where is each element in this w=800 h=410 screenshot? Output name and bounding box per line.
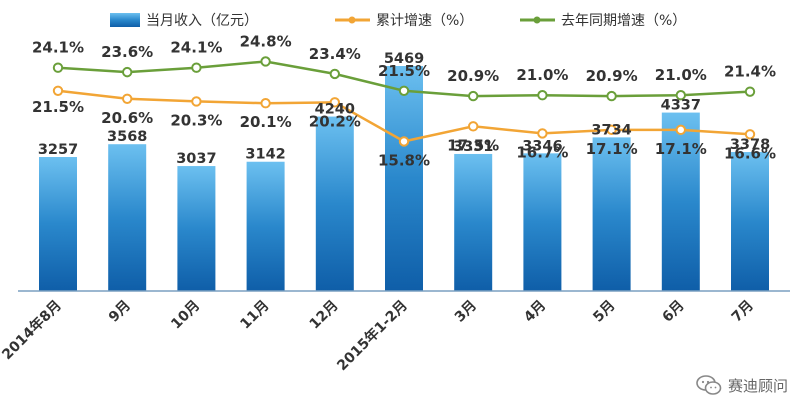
bar-value-label-10: 3378 [730, 137, 770, 153]
bar-value-label-4: 4240 [315, 102, 355, 118]
cumulative-point-2 [191, 96, 202, 107]
last-year-label-6: 20.9% [447, 67, 499, 85]
cumulative-point-9 [675, 124, 686, 136]
legend-cumulative-marker [348, 16, 356, 24]
bar-1 [108, 144, 147, 291]
last-year-point-7 [537, 90, 548, 101]
cumulative-label-4: 20.2% [309, 112, 361, 130]
cumulative-point-7 [537, 128, 548, 139]
last-year-label-8: 20.9% [586, 67, 638, 85]
last-year-label-0: 24.1% [32, 39, 84, 57]
legend: 当月收入（亿元） 累计增速（%） 去年同期增速（%） [110, 13, 686, 29]
wechat-icon [696, 375, 722, 395]
x-tick-label-8: 5月 [590, 298, 618, 326]
last-year-label-10: 21.4% [724, 63, 776, 81]
bar-value-label-6: 3331 [453, 139, 493, 155]
bar-4 [315, 116, 354, 292]
last-year-point-2 [191, 62, 202, 73]
bar-value-label-9: 4337 [661, 98, 701, 114]
last-year-label-3: 24.8% [240, 32, 292, 50]
x-tick-label-7: 4月 [521, 298, 549, 326]
last-year-label-7: 21.0% [516, 66, 568, 84]
legend-bar-swatch [110, 13, 140, 27]
last-year-point-1 [122, 66, 133, 78]
cumulative-point-1 [122, 93, 133, 104]
legend-bar-label: 当月收入（亿元） [146, 13, 258, 29]
bar-value-label-0: 3257 [38, 142, 78, 158]
cumulative-point-6 [468, 121, 479, 132]
x-tick-label-4: 12月 [307, 298, 342, 333]
x-tick-label-2: 10月 [168, 298, 203, 333]
cumulative-label-7: 16.7% [516, 143, 568, 161]
bar-9 [661, 112, 700, 291]
cumulative-label-9: 17.1% [655, 140, 707, 158]
watermark: 赛迪顾问 [696, 374, 788, 396]
cumulative-label-8: 17.1% [586, 140, 638, 158]
x-tick-label-0: 2014年8月 [0, 297, 65, 363]
last-year-point-10 [744, 86, 756, 97]
legend-lastyear-marker [533, 16, 541, 24]
last-year-label-4: 23.4% [309, 45, 361, 63]
last-year-point-3 [260, 56, 271, 67]
cumulative-label-1: 20.6% [101, 109, 153, 127]
cumulative-label-10: 16.6% [724, 144, 776, 162]
last-year-point-8 [606, 90, 617, 102]
x-tick-label-10: 7月 [729, 298, 757, 326]
last-year-point-4 [329, 68, 340, 80]
last-year-point-6 [468, 90, 479, 102]
x-tick-label-6: 3月 [452, 298, 480, 326]
bar-value-label-5: 5469 [384, 51, 424, 67]
cumulative-point-5 [398, 136, 410, 147]
watermark-text: 赛迪顾问 [727, 376, 788, 395]
bar-10 [731, 152, 769, 291]
cumulative-label-0: 21.5% [32, 98, 84, 116]
line-series [52, 56, 756, 147]
data-labels: 24.1% 23.6% 24.1% 24.8% 23.4% 21.5% 20.9% 21.0%… [32, 32, 776, 169]
last-year-label-5: 21.5% [378, 62, 430, 80]
last-year-label-9: 21.0% [655, 66, 707, 84]
x-tick-label-9: 6月 [660, 298, 688, 326]
cumulative-label-6: 17.5% [447, 136, 499, 154]
bar-value-label-7: 3346 [522, 138, 562, 154]
last-year-label-2: 24.1% [170, 39, 222, 57]
bar-3 [246, 161, 285, 291]
last-year-point-9 [675, 90, 686, 101]
bar-2 [177, 166, 216, 291]
cumulative-label-5: 15.8% [378, 151, 430, 169]
bar-0 [39, 157, 77, 291]
cumulative-point-8 [606, 124, 617, 136]
cumulative-label-3: 20.1% [240, 113, 292, 131]
last-year-label-1: 23.6% [101, 43, 153, 61]
legend-lastyear-label: 去年同期增速（%） [561, 13, 686, 29]
last-year-point-0 [52, 62, 64, 73]
bar-5 [385, 66, 423, 291]
x-tick-label-5: 2015年1-2月 [334, 297, 411, 374]
bar-value-label-2: 3037 [176, 151, 216, 167]
cumulative-point-0 [52, 85, 64, 96]
last-year-point-5 [398, 85, 410, 96]
bar-6 [454, 153, 493, 291]
bar-8 [592, 137, 631, 291]
x-tick-label-3: 11月 [237, 298, 272, 333]
x-tick-label-1: 9月 [106, 298, 134, 326]
cumulative-point-4 [329, 97, 340, 108]
bar-value-label-1: 3568 [107, 129, 147, 145]
legend-cumulative-label: 累计增速（%） [376, 13, 473, 29]
bar-value-label-8: 3734 [591, 122, 631, 138]
bar-series [39, 66, 769, 292]
cumulative-label-2: 20.3% [170, 111, 222, 129]
cumulative-point-3 [260, 98, 271, 109]
cumulative-point-10 [744, 129, 756, 140]
bar-7 [523, 153, 562, 291]
bar-value-label-3: 3142 [245, 147, 285, 163]
